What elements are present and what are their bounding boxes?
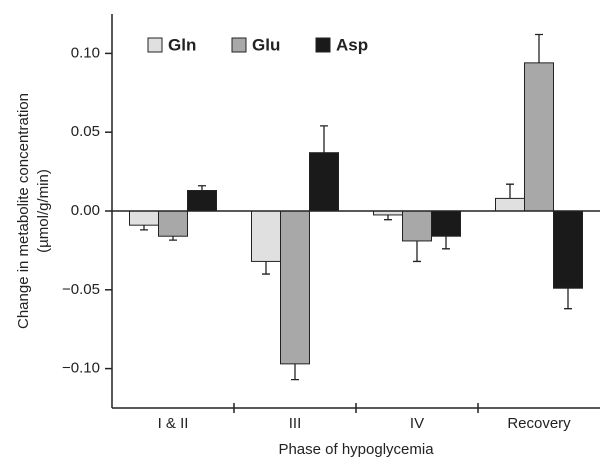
bar <box>495 197 525 212</box>
x-tick-label: I & II <box>158 415 189 432</box>
error-bar <box>140 225 148 231</box>
x-tick-label: Recovery <box>507 415 571 432</box>
y-tick-label: 0.05 <box>71 123 100 140</box>
legend-label: Glu <box>252 35 280 54</box>
error-bar <box>506 183 514 199</box>
error-bar <box>198 185 206 191</box>
bar <box>309 152 339 212</box>
y-axis-label: Change in metabolite concentration <box>15 93 32 329</box>
legend-label: Asp <box>336 35 368 54</box>
legend-label: Gln <box>168 35 196 54</box>
bar <box>431 210 461 237</box>
error-bar <box>413 240 421 263</box>
error-bar <box>384 214 392 221</box>
legend-swatch <box>147 37 163 53</box>
bar <box>280 210 310 365</box>
y-tick-label: −0.05 <box>62 281 100 298</box>
bar <box>251 210 281 262</box>
x-tick-label: III <box>289 415 302 432</box>
bar <box>158 210 188 237</box>
legend-swatch <box>231 37 247 53</box>
error-bar <box>442 236 450 250</box>
y-tick-label: 0.00 <box>71 202 100 219</box>
y-tick-label: 0.10 <box>71 44 100 61</box>
legend-swatch <box>315 37 331 53</box>
y-tick-label: −0.10 <box>62 360 100 377</box>
y-axis-unit: (µmol/g/min) <box>35 169 52 253</box>
error-bar <box>320 125 328 153</box>
x-axis-label: Phase of hypoglycemia <box>278 441 434 458</box>
error-bar <box>169 236 177 241</box>
error-bar <box>564 288 572 310</box>
bar <box>187 190 217 212</box>
bar <box>129 210 159 226</box>
x-tick-label: IV <box>410 415 424 432</box>
error-bar <box>291 363 299 381</box>
bar <box>553 210 583 289</box>
bar <box>402 210 432 242</box>
error-bar <box>535 33 543 63</box>
bar <box>524 62 554 212</box>
error-bar <box>262 261 270 275</box>
